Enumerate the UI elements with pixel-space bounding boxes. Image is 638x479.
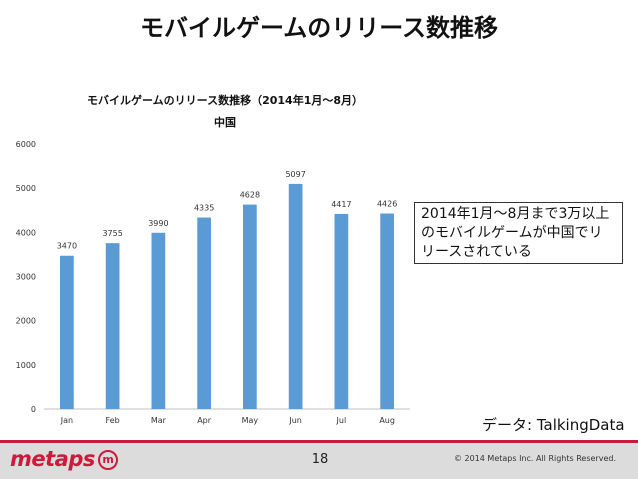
data-label: 3990 (148, 219, 168, 228)
data-label: 4426 (377, 200, 397, 209)
data-source-label: データ: TalkingData (482, 416, 625, 434)
x-tick-label: Apr (197, 416, 212, 425)
y-tick-label: 0 (31, 405, 36, 414)
x-tick-label: Mar (151, 416, 167, 425)
callout-box: 2014年1月〜8月まで3万以上のモバイルゲームが中国でリリースされている (414, 202, 623, 264)
data-label: 4417 (331, 200, 351, 209)
y-tick-label: 4000 (16, 228, 36, 237)
x-tick-label: May (242, 416, 259, 425)
page-number: 18 (311, 452, 329, 467)
x-tick-label: Jul (336, 416, 347, 425)
y-tick-label: 2000 (16, 317, 36, 326)
bar-apr (197, 217, 211, 409)
x-tick-label: Aug (379, 416, 395, 425)
logo-badge-icon: m (97, 450, 118, 470)
x-tick-label: Feb (106, 416, 120, 425)
bar-feb (105, 243, 120, 409)
bar-jun (288, 183, 303, 409)
y-tick-label: 5000 (16, 184, 36, 193)
chart-title: モバイルゲームのリリース数推移（2014年1月〜8月） (86, 94, 364, 107)
copyright-notice: © 2014 Metaps Inc. All Rights Reserved. (453, 454, 616, 463)
metaps-logo: metaps m (10, 447, 118, 471)
y-tick-label: 6000 (16, 140, 36, 149)
data-label: 5097 (285, 170, 305, 179)
slide-title: モバイルゲームのリリース数推移 (139, 14, 499, 42)
bar-aug (380, 213, 394, 409)
data-label: 3470 (57, 242, 77, 251)
data-label: 3755 (102, 229, 122, 238)
logo-text: metaps (10, 447, 95, 471)
bar-jul (334, 213, 349, 409)
footer-bar: metaps m 18 © 2014 Metaps Inc. All Rights… (0, 440, 638, 479)
bar-mar (151, 232, 166, 409)
x-tick-label: Jan (60, 416, 73, 425)
bar-chart: 0 1000 2000 3000 4000 5000 6000 3470 Jan 3755 Feb 3… (16, 140, 410, 425)
x-tick-label: Jun (288, 416, 302, 425)
y-tick-label: 3000 (16, 273, 36, 282)
y-tick-label: 1000 (16, 361, 36, 370)
bar-jan (60, 255, 74, 409)
data-label: 4335 (194, 204, 214, 213)
chart-subtitle: 中国 (214, 116, 236, 129)
bar-may (243, 204, 257, 409)
data-label: 4628 (240, 191, 260, 200)
